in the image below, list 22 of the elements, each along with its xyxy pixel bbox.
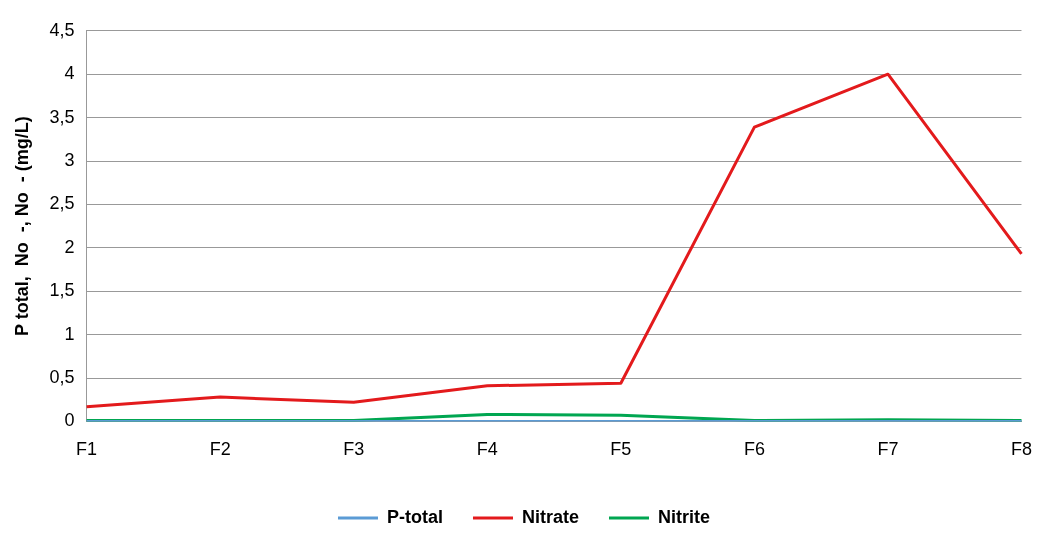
y-tick-label: 3,5	[49, 106, 75, 127]
legend-label: Nitrate	[521, 506, 579, 527]
y-tick-label: 0	[64, 410, 75, 431]
x-tick-label: F2	[209, 439, 231, 460]
x-tick-label: F3	[343, 439, 365, 460]
x-tick-label: F8	[1010, 439, 1032, 460]
y-tick-label: 3	[64, 149, 75, 170]
y-tick-label: 2	[64, 236, 75, 257]
x-tick-label: F1	[76, 439, 98, 460]
y-axis-title: P total, No -, No - (mg/L)	[11, 116, 32, 336]
x-tick-label: F5	[610, 439, 632, 460]
legend-label: P-total	[386, 506, 443, 527]
x-tick-label: F7	[877, 439, 899, 460]
y-tick-label: 2,5	[49, 193, 75, 214]
y-tick-label: 1	[64, 323, 75, 344]
legend-label: Nitrite	[658, 506, 711, 527]
x-tick-label: F4	[476, 439, 498, 460]
y-tick-label: 0,5	[49, 366, 75, 387]
y-tick-label: 4	[64, 63, 75, 84]
x-tick-label: F6	[743, 439, 765, 460]
y-tick-label: 1,5	[49, 280, 75, 301]
y-tick-label: 4,5	[49, 19, 75, 40]
